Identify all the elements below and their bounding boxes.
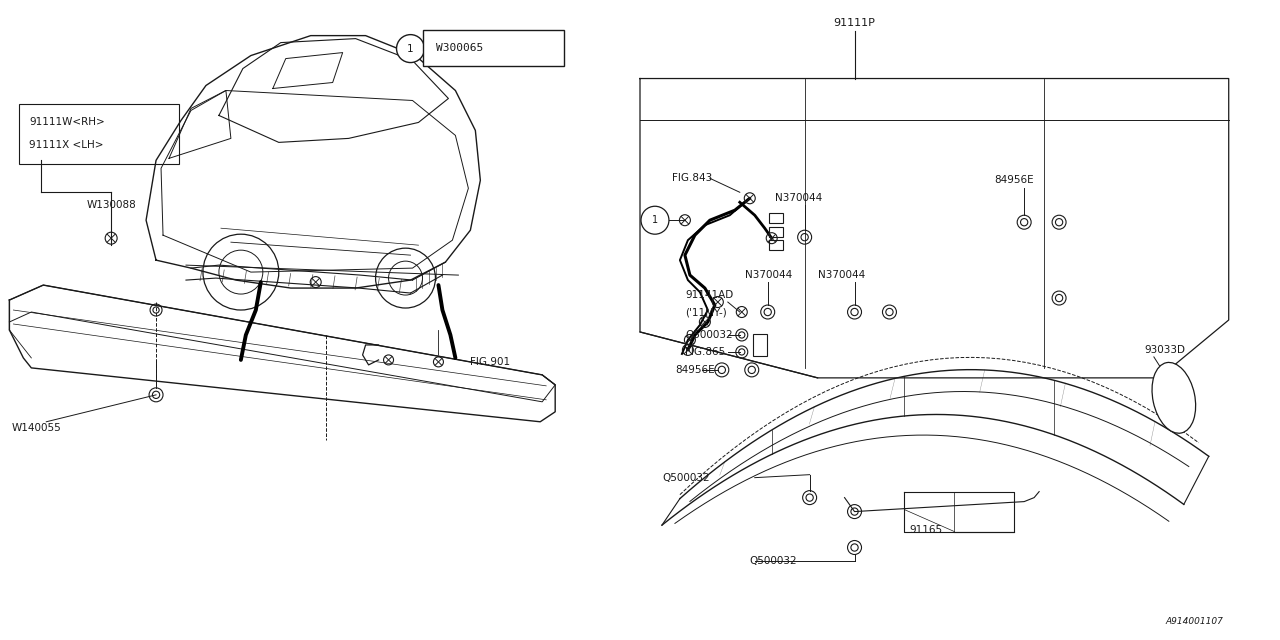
Text: Q500032: Q500032 bbox=[750, 556, 797, 566]
Text: FIG.843: FIG.843 bbox=[672, 173, 712, 183]
Text: 91165: 91165 bbox=[909, 525, 942, 534]
Text: 93033D: 93033D bbox=[1144, 345, 1185, 355]
Text: N370044: N370044 bbox=[774, 193, 822, 204]
Text: W300065: W300065 bbox=[436, 43, 484, 52]
Text: 91111W<RH>: 91111W<RH> bbox=[29, 117, 105, 127]
Text: A914001107: A914001107 bbox=[1166, 617, 1224, 626]
Text: 91111P: 91111P bbox=[833, 18, 876, 28]
Text: W140055: W140055 bbox=[12, 423, 61, 433]
Text: 1: 1 bbox=[407, 44, 413, 54]
FancyBboxPatch shape bbox=[424, 29, 564, 65]
Text: 84956E: 84956E bbox=[995, 175, 1034, 186]
Text: 1: 1 bbox=[652, 215, 658, 225]
Polygon shape bbox=[9, 285, 556, 422]
Ellipse shape bbox=[1152, 362, 1196, 433]
Circle shape bbox=[397, 35, 425, 63]
Text: 91111X <LH>: 91111X <LH> bbox=[29, 140, 104, 150]
Text: Q500032: Q500032 bbox=[662, 473, 709, 483]
Text: FIG.865: FIG.865 bbox=[685, 347, 726, 357]
Text: W130088: W130088 bbox=[86, 200, 136, 211]
Text: N370044: N370044 bbox=[745, 270, 792, 280]
Text: ('11MY-): ('11MY-) bbox=[685, 307, 727, 317]
Text: Q500032: Q500032 bbox=[685, 330, 732, 340]
Circle shape bbox=[641, 206, 669, 234]
Text: N370044: N370044 bbox=[818, 270, 865, 280]
Text: 91141AD: 91141AD bbox=[685, 290, 733, 300]
Text: FIG.901: FIG.901 bbox=[470, 357, 511, 367]
Text: 84956E: 84956E bbox=[675, 365, 714, 375]
